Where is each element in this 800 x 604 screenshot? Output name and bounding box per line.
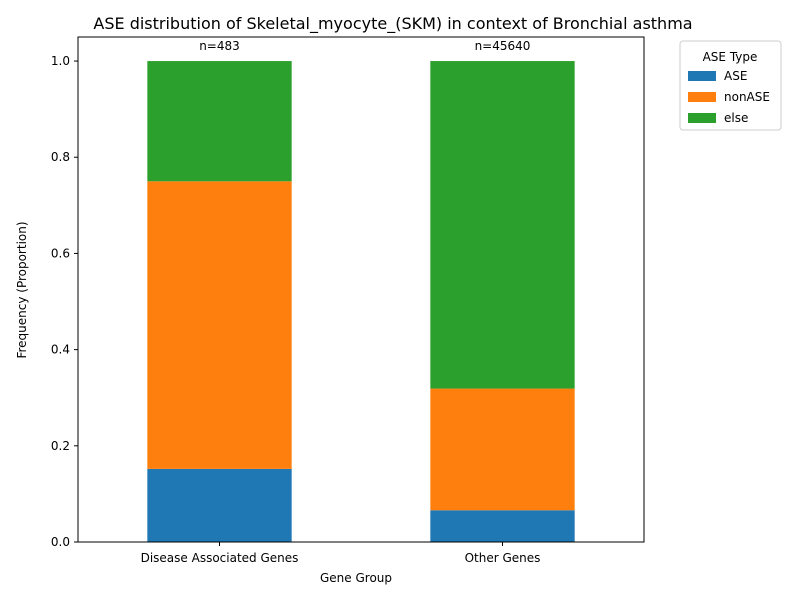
bar-else-1	[430, 61, 575, 389]
legend-label-nonase: nonASE	[724, 90, 770, 104]
legend-swatch-nonase	[688, 92, 716, 102]
y-tick-label-0: 0.0	[51, 535, 70, 549]
plot-frame	[77, 36, 645, 543]
legend: ASE Type ASE nonASE else	[679, 40, 782, 131]
legend-swatch-ase	[688, 71, 716, 81]
legend-label-ase: ASE	[724, 69, 747, 83]
bars-group	[147, 61, 575, 542]
legend-items: ASE nonASE else	[688, 69, 770, 125]
x-tick-label-1: Other Genes	[465, 551, 541, 565]
y-tick-label-4: 0.8	[51, 150, 70, 164]
y-axis-label: Frequency (Proportion)	[15, 221, 29, 358]
bar-annotation-1: n=45640	[475, 39, 531, 53]
x-axis: Disease Associated Genes Other Genes	[141, 542, 541, 565]
y-tick-label-2: 0.4	[51, 343, 70, 357]
legend-frame	[679, 40, 782, 131]
legend-swatch-else	[688, 113, 716, 123]
bar-annotations: n=483 n=45640	[199, 39, 530, 53]
bar-annotation-0: n=483	[199, 39, 240, 53]
bar-nonase-0	[147, 181, 292, 469]
legend-title: ASE Type	[703, 50, 758, 64]
legend-label-else: else	[724, 111, 748, 125]
y-tick-label-3: 0.6	[51, 246, 70, 260]
x-tick-label-0: Disease Associated Genes	[141, 551, 299, 565]
bar-ase-1	[430, 510, 575, 542]
y-tick-label-1: 0.2	[51, 439, 70, 453]
bar-else-0	[147, 61, 292, 182]
chart-title: ASE distribution of Skeletal_myocyte_(SK…	[93, 14, 692, 34]
x-axis-label: Gene Group	[320, 571, 392, 585]
y-tick-label-5: 1.0	[51, 54, 70, 68]
y-axis: 0.0 0.2 0.4 0.6 0.8 1.0	[51, 54, 78, 549]
bar-nonase-1	[430, 388, 575, 511]
bar-ase-0	[147, 468, 292, 542]
